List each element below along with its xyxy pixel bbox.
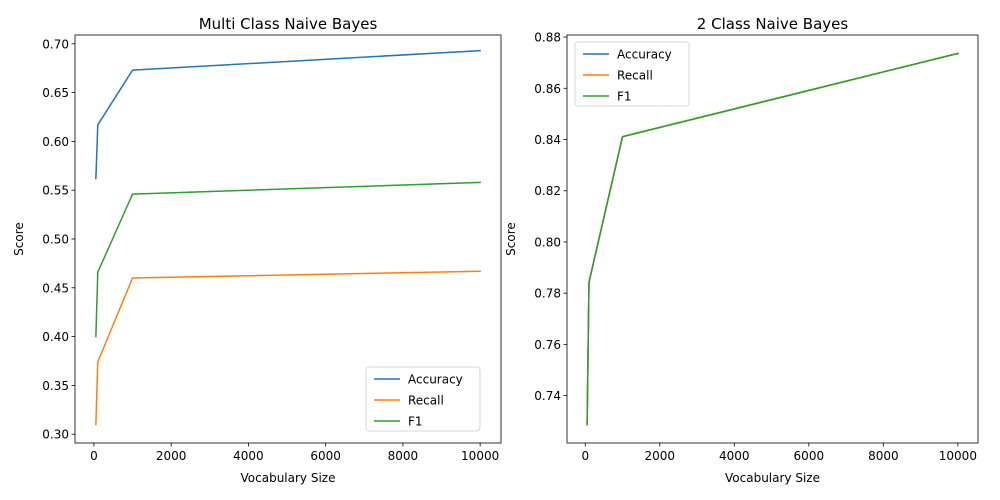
y-tick-label: 0.70	[42, 37, 69, 51]
y-tick-label: 0.30	[42, 428, 69, 442]
x-axis-label: Vocabulary Size	[241, 471, 336, 485]
y-tick-label: 0.82	[534, 184, 561, 198]
legend: Accuracy Recall F1	[574, 41, 690, 107]
x-tick-label: 10000	[939, 449, 977, 463]
series-line-f1	[95, 181, 481, 338]
x-tick-label: 6000	[794, 449, 825, 463]
plot-area-frame	[566, 34, 979, 444]
series-line-f1	[586, 52, 959, 426]
series-line-recall	[95, 270, 481, 426]
chart-1: Multi Class Naive Bayes 0 2000 4000 6000 8000…	[12, 15, 502, 485]
x-tick-label: 0	[581, 449, 589, 463]
series-line-accuracy	[586, 52, 959, 426]
y-tick-label: 0.40	[42, 330, 69, 344]
chart-title: 2 Class Naive Bayes	[697, 15, 849, 33]
legend-label-recall: Recall	[617, 69, 653, 83]
chart-2: 2 Class Naive Bayes 0 2000 4000 6000 8000 1000…	[504, 15, 979, 485]
y-tick-label: 0.74	[534, 389, 561, 403]
series-line-accuracy	[95, 49, 481, 180]
x-tick-label: 4000	[233, 449, 264, 463]
legend-label-accuracy: Accuracy	[408, 373, 463, 387]
legend-label-recall: Recall	[408, 394, 444, 408]
x-tick-label: 8000	[868, 449, 899, 463]
legend-box	[574, 41, 690, 107]
y-tick-label: 0.84	[534, 133, 561, 147]
x-tick-label: 2000	[156, 449, 187, 463]
y-axis-label: Score	[12, 222, 26, 256]
x-tick-label: 6000	[310, 449, 341, 463]
x-tick-label: 4000	[719, 449, 750, 463]
y-tick-label: 0.65	[42, 86, 69, 100]
y-tick-label: 0.35	[42, 379, 69, 393]
x-axis-label: Vocabulary Size	[725, 471, 820, 485]
chart-title: Multi Class Naive Bayes	[199, 15, 378, 33]
y-tick-label: 0.60	[42, 135, 69, 149]
legend-label-accuracy: Accuracy	[617, 48, 672, 62]
legend-label-f1: F1	[408, 415, 423, 429]
y-tick-label: 0.88	[534, 31, 561, 45]
x-tick-label: 2000	[645, 449, 676, 463]
y-tick-label: 0.78	[534, 287, 561, 301]
y-tick-label: 0.45	[42, 281, 69, 295]
x-tick-label: 10000	[461, 449, 499, 463]
y-axis-label: Score	[504, 222, 518, 256]
x-tick-label: 8000	[388, 449, 419, 463]
legend-label-f1: F1	[617, 90, 632, 104]
series-line-recall	[586, 52, 959, 426]
x-tick-label: 0	[90, 449, 98, 463]
y-tick-label: 0.55	[42, 184, 69, 198]
y-tick-label: 0.80	[534, 235, 561, 249]
y-tick-label: 0.50	[42, 233, 69, 247]
legend-box	[365, 366, 481, 432]
legend: Accuracy Recall F1	[365, 366, 481, 432]
y-tick-label: 0.76	[534, 338, 561, 352]
y-tick-label: 0.86	[534, 82, 561, 96]
